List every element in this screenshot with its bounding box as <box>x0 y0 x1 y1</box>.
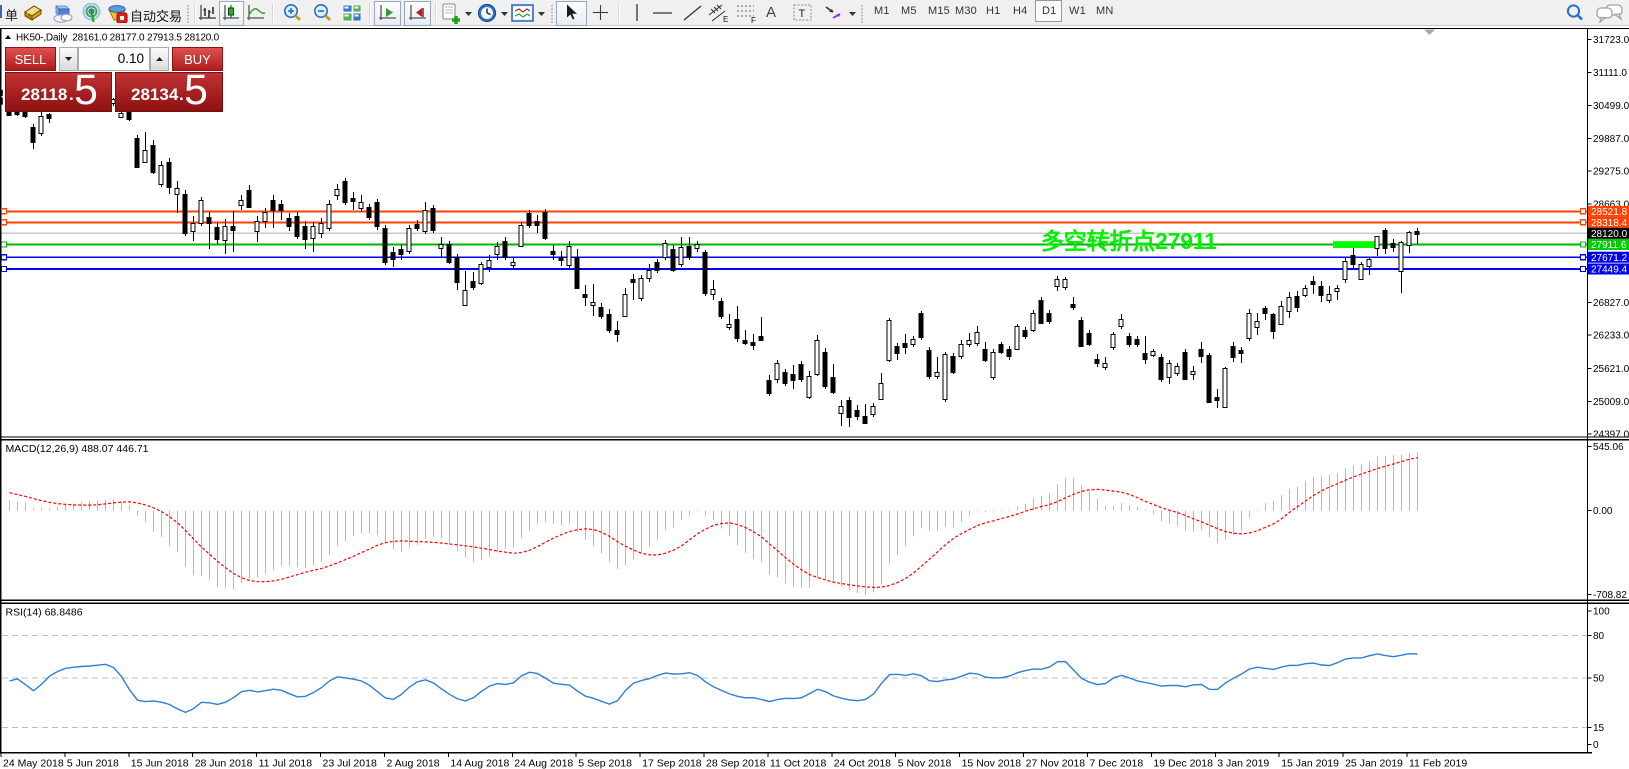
svg-text:多空转折点27911: 多空转折点27911 <box>1041 228 1217 254</box>
svg-text:24 Aug 2018: 24 Aug 2018 <box>514 758 573 769</box>
svg-text:26827.0: 26827.0 <box>1593 298 1629 309</box>
svg-text:7 Dec 2018: 7 Dec 2018 <box>1090 758 1144 769</box>
svg-text:RSI(14) 68.8486: RSI(14) 68.8486 <box>6 607 83 619</box>
svg-text:50: 50 <box>1593 674 1605 685</box>
svg-text:0.00: 0.00 <box>1593 506 1613 517</box>
svg-text:31111.0: 31111.0 <box>1593 68 1627 79</box>
svg-text:28663.0: 28663.0 <box>1593 200 1629 211</box>
svg-text:-708.82: -708.82 <box>1593 590 1627 601</box>
svg-text:24 May 2018: 24 May 2018 <box>3 758 64 769</box>
svg-text:11 Feb 2019: 11 Feb 2019 <box>1409 758 1467 769</box>
svg-text:25009.0: 25009.0 <box>1593 397 1629 408</box>
svg-text:24397.0: 24397.0 <box>1593 430 1629 441</box>
svg-text:14 Aug 2018: 14 Aug 2018 <box>450 758 509 769</box>
svg-text:19 Dec 2018: 19 Dec 2018 <box>1153 758 1213 769</box>
svg-text:15 Nov 2018: 15 Nov 2018 <box>962 758 1022 769</box>
svg-text:26233.0: 26233.0 <box>1593 330 1629 341</box>
svg-text:MACD(12,26,9) 488.07 446.71: MACD(12,26,9) 488.07 446.71 <box>6 443 149 455</box>
svg-text:0: 0 <box>1593 740 1599 751</box>
svg-text:80: 80 <box>1593 631 1605 642</box>
svg-text:25621.0: 25621.0 <box>1593 364 1629 375</box>
svg-text:E: E <box>723 15 728 24</box>
svg-text:5 Jun 2018: 5 Jun 2018 <box>67 758 119 769</box>
svg-text:F: F <box>751 16 756 24</box>
svg-text:28120.0: 28120.0 <box>1591 229 1628 240</box>
svg-text:29275.0: 29275.0 <box>1593 167 1629 178</box>
svg-text:27449.4: 27449.4 <box>1591 265 1628 276</box>
svg-text:HK50-,Daily 28161.0 28177.0 2: HK50-,Daily 28161.0 28177.0 27913.5 2812… <box>16 33 220 44</box>
svg-text:28521.8: 28521.8 <box>1591 207 1628 218</box>
svg-text:30499.0: 30499.0 <box>1593 101 1629 112</box>
svg-text:11 Oct 2018: 11 Oct 2018 <box>770 758 827 769</box>
svg-text:27 Nov 2018: 27 Nov 2018 <box>1026 758 1086 769</box>
svg-text:27671.2: 27671.2 <box>1591 253 1628 264</box>
svg-text:5 Sep 2018: 5 Sep 2018 <box>578 758 632 769</box>
svg-text:15 Jun 2018: 15 Jun 2018 <box>131 758 189 769</box>
svg-text:11 Jul 2018: 11 Jul 2018 <box>259 758 313 769</box>
svg-text:24 Oct 2018: 24 Oct 2018 <box>834 758 891 769</box>
svg-text:28 Jun 2018: 28 Jun 2018 <box>195 758 253 769</box>
svg-text:25 Jan 2019: 25 Jan 2019 <box>1345 758 1403 769</box>
svg-text:100: 100 <box>1593 606 1610 617</box>
svg-text:17 Sep 2018: 17 Sep 2018 <box>642 758 702 769</box>
svg-text:29887.0: 29887.0 <box>1593 134 1629 145</box>
svg-text:545.06: 545.06 <box>1593 442 1624 453</box>
svg-text:28318.4: 28318.4 <box>1591 218 1628 229</box>
svg-text:3 Jan 2019: 3 Jan 2019 <box>1217 758 1269 769</box>
svg-text:31723.0: 31723.0 <box>1593 35 1629 46</box>
svg-text:2 Aug 2018: 2 Aug 2018 <box>387 758 440 769</box>
svg-text:28 Sep 2018: 28 Sep 2018 <box>706 758 766 769</box>
svg-text:23 Jul 2018: 23 Jul 2018 <box>323 758 377 769</box>
svg-text:T: T <box>799 8 806 20</box>
svg-text:15 Jan 2019: 15 Jan 2019 <box>1281 758 1339 769</box>
svg-text:5 Nov 2018: 5 Nov 2018 <box>898 758 952 769</box>
svg-text:27911.6: 27911.6 <box>1591 240 1627 251</box>
svg-text:15: 15 <box>1593 723 1605 734</box>
